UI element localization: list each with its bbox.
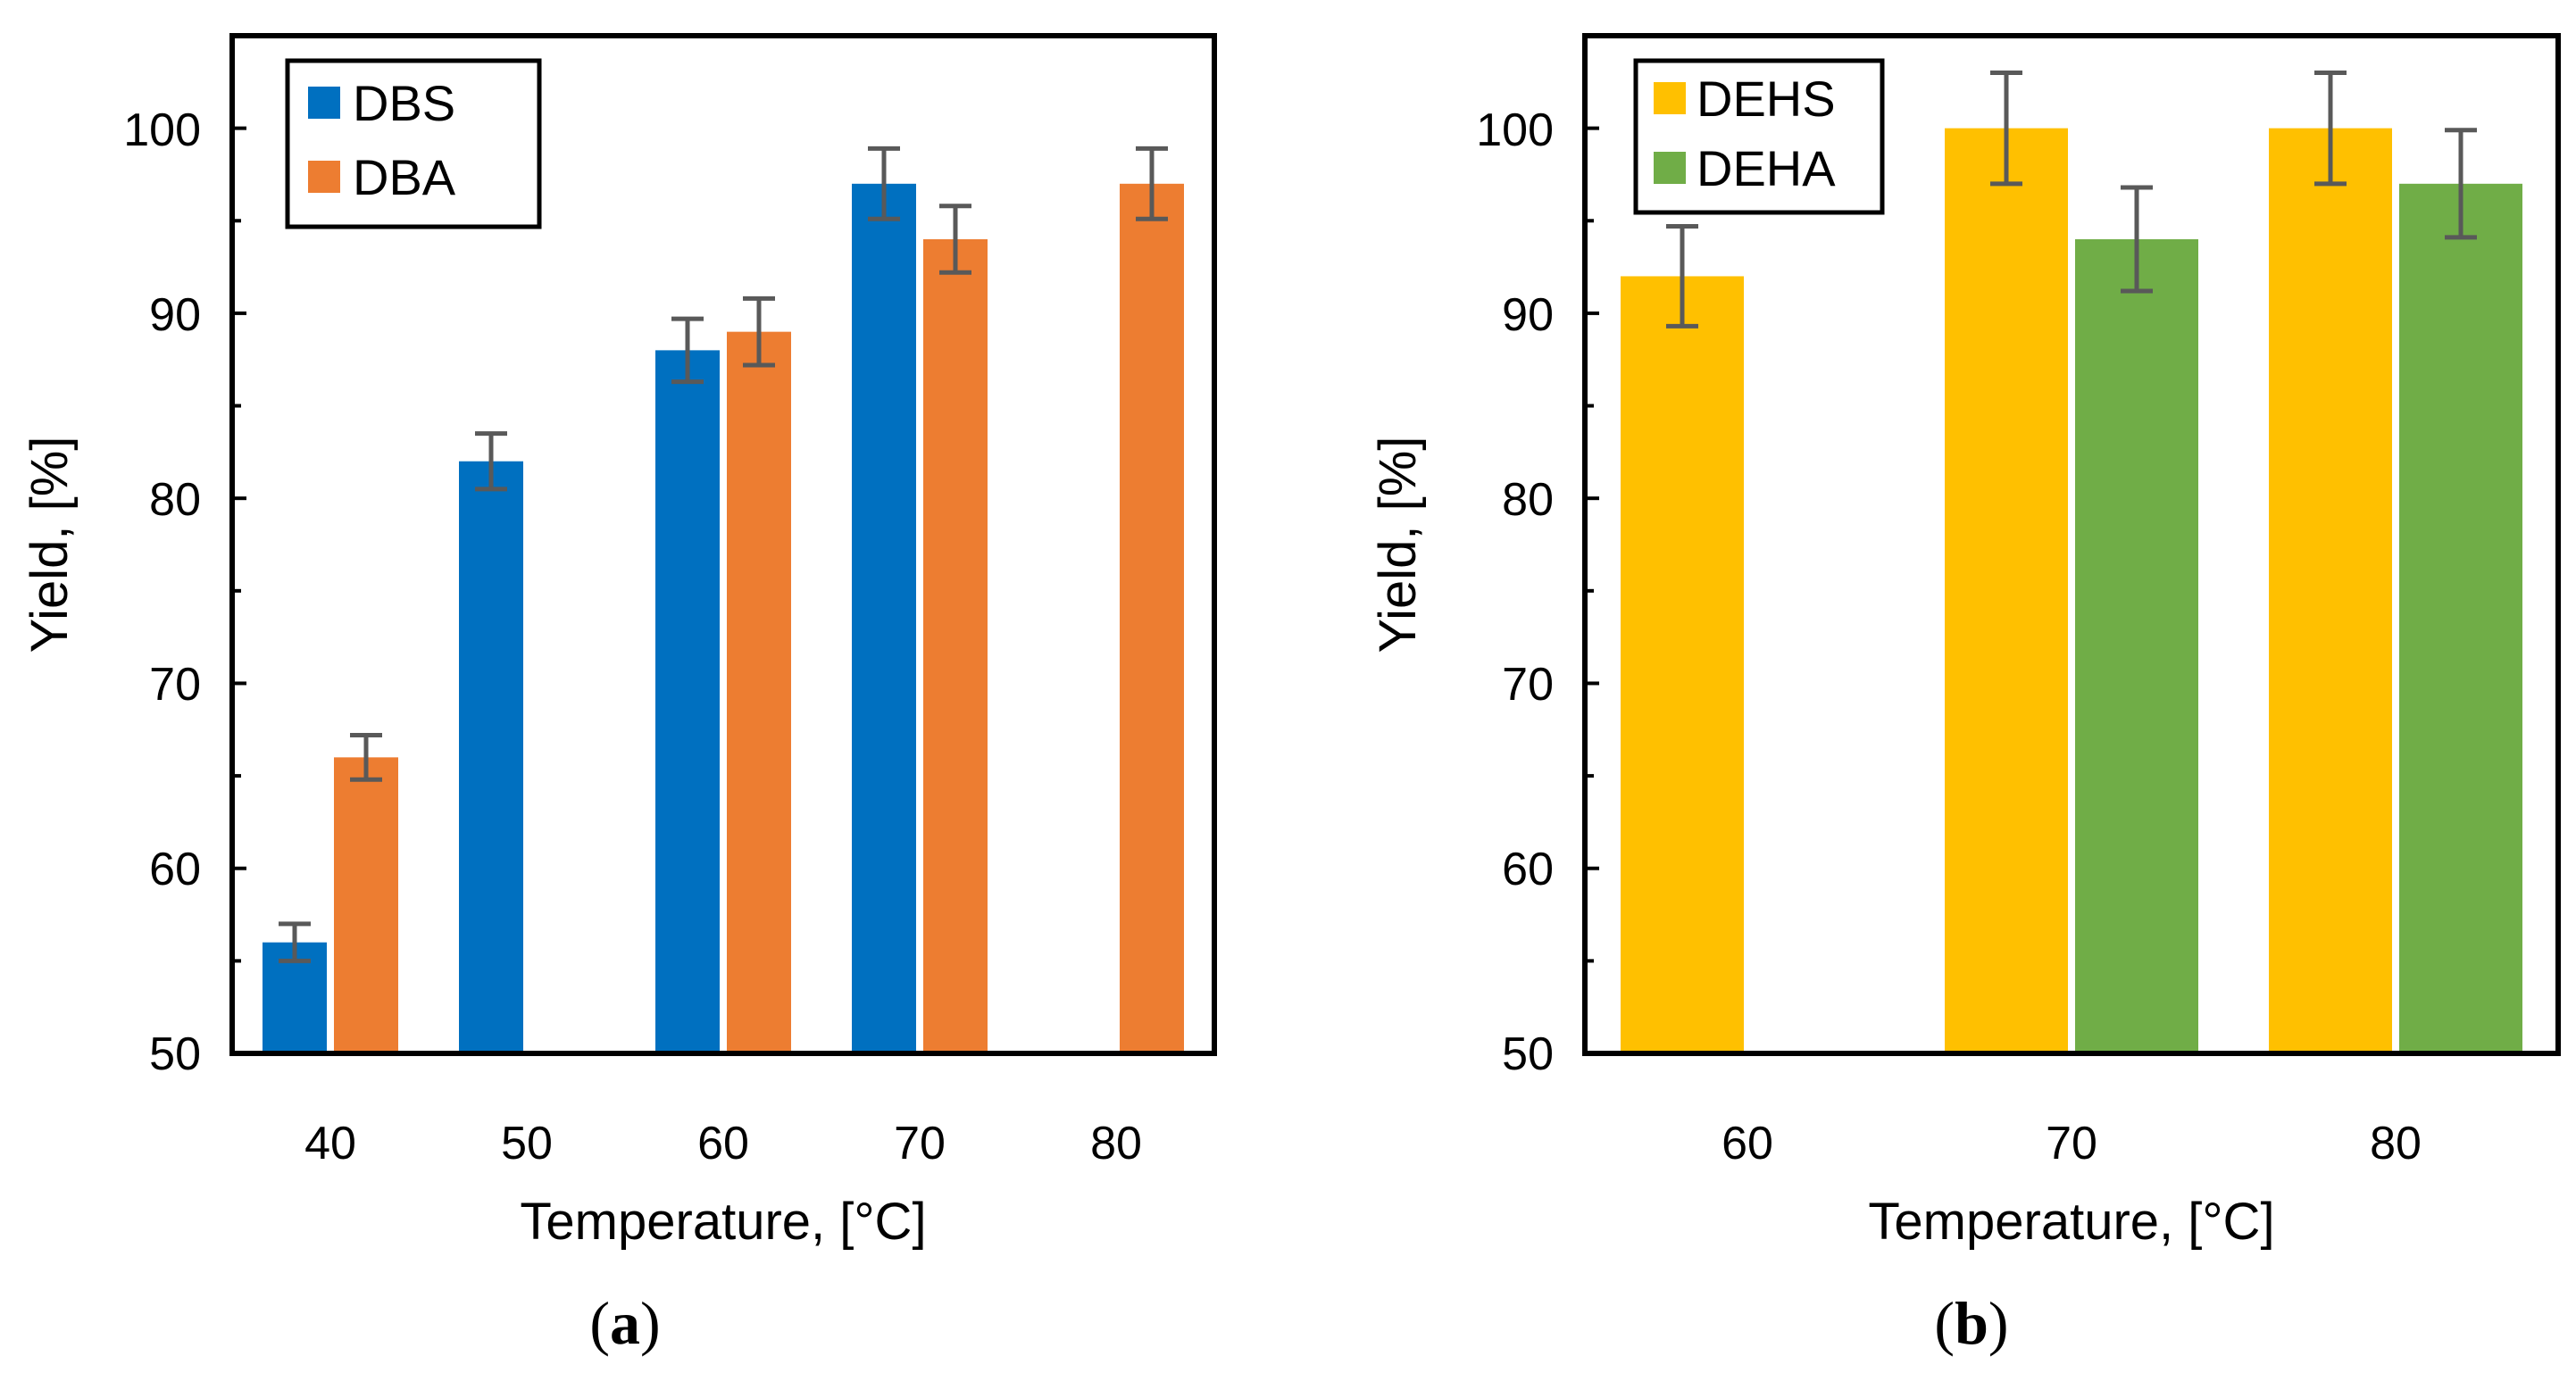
panel-b-legend-swatch-deha xyxy=(1654,152,1686,184)
bar-dehs-60 xyxy=(1621,276,1744,1053)
panel-a-ytick-label-80: 80 xyxy=(149,474,201,526)
error-bar-dba-60 xyxy=(743,295,775,368)
bar-dba-60 xyxy=(727,331,791,1053)
panel-b-x-axis-title: Temperature, [°C] xyxy=(1868,1193,2274,1251)
panel-b-legend: DEHS DEHA xyxy=(1633,58,1885,215)
panel-a-ytick-label-70: 70 xyxy=(149,659,201,711)
panel-a-label-close-paren: ) xyxy=(640,1289,661,1357)
panel-a-error-bars xyxy=(279,146,1168,963)
error-bar-deha-80 xyxy=(2445,128,2477,240)
panel-a-ytick-label-50: 50 xyxy=(149,1028,201,1080)
panel-b-chart: 50 60 70 80 90 100 60 70 80 Temperature,… xyxy=(1369,33,2561,1357)
error-bar-dbs-60 xyxy=(671,316,704,385)
panel-a-label-letter: a xyxy=(610,1289,640,1357)
panel-a-xtick-label-60: 60 xyxy=(697,1118,749,1169)
panel-a-plot-frame xyxy=(229,33,1217,1056)
panel-a-y-axis-title: Yield, [%] xyxy=(21,437,79,653)
panel-b-ytick-label-50: 50 xyxy=(1502,1028,1554,1080)
bar-deha-80 xyxy=(2399,183,2522,1053)
panel-b-xtick-label-60: 60 xyxy=(1722,1118,1773,1169)
panel-b-y-axis-title: Yield, [%] xyxy=(1369,437,1427,653)
bar-dehs-70 xyxy=(1945,128,2068,1054)
panel-b-label: (b) xyxy=(1934,1289,2008,1357)
panel-b-legend-swatch-dehs xyxy=(1654,82,1686,114)
panel-b-bars xyxy=(1621,128,2522,1054)
panel-a-label-open-paren: ( xyxy=(589,1289,610,1357)
panel-b-ytick-label-100: 100 xyxy=(1476,104,1554,156)
bar-dehs-80 xyxy=(2269,128,2392,1054)
panel-b-legend-label-dehs: DEHS xyxy=(1696,71,1836,127)
bar-dbs-70 xyxy=(852,183,916,1053)
panel-b-label-close-paren: ) xyxy=(1988,1289,2009,1357)
bar-dba-70 xyxy=(923,239,988,1053)
panel-a-xtick-label-40: 40 xyxy=(304,1118,356,1169)
panel-b-ytick-label-70: 70 xyxy=(1502,659,1554,711)
bar-dbs-60 xyxy=(655,350,720,1053)
bar-deha-70 xyxy=(2075,239,2198,1053)
panel-a-x-axis-title: Temperature, [°C] xyxy=(520,1193,926,1251)
bar-dba-40 xyxy=(334,757,398,1053)
panel-a-legend: DBS DBA xyxy=(285,58,542,229)
panel-b-y-ticks xyxy=(1585,34,1599,963)
error-bar-dbs-70 xyxy=(868,146,900,221)
panel-a-xtick-label-50: 50 xyxy=(501,1118,553,1169)
panel-b-label-open-paren: ( xyxy=(1934,1289,1955,1357)
panel-a-bars xyxy=(263,183,1184,1053)
error-bar-dba-40 xyxy=(350,732,382,782)
panel-a-label: (a) xyxy=(589,1289,660,1357)
panel-a-legend-swatch-dba xyxy=(308,161,340,193)
panel-a-y-ticks xyxy=(232,34,246,963)
panel-b-ytick-label-90: 90 xyxy=(1502,289,1554,341)
panel-b-plot-frame xyxy=(1582,33,2561,1056)
panel-a-ytick-label-100: 100 xyxy=(123,104,201,156)
panel-a-chart: 50 60 70 80 90 100 40 50 60 70 80 Temper… xyxy=(21,33,1217,1357)
panel-a-xtick-label-70: 70 xyxy=(894,1118,946,1169)
bar-dbs-50 xyxy=(459,461,523,1053)
panel-a-ytick-label-90: 90 xyxy=(149,289,201,341)
panel-a-xtick-label-80: 80 xyxy=(1090,1118,1142,1169)
panel-b-xtick-label-80: 80 xyxy=(2370,1118,2422,1169)
panel-a-ytick-label-60: 60 xyxy=(149,844,201,895)
bar-dba-80 xyxy=(1120,183,1184,1053)
panel-b-ytick-label-80: 80 xyxy=(1502,474,1554,526)
error-bar-dehs-70 xyxy=(1990,70,2022,187)
error-bar-dba-80 xyxy=(1136,146,1168,221)
panel-a-legend-label-dbs: DBS xyxy=(353,75,455,131)
error-bar-deha-70 xyxy=(2121,185,2153,294)
panel-a-legend-label-dba: DBA xyxy=(353,149,456,205)
error-bar-dbs-50 xyxy=(475,431,507,492)
panel-b-ytick-label-60: 60 xyxy=(1502,844,1554,895)
panel-b-label-letter: b xyxy=(1955,1289,1988,1357)
panel-b-xtick-label-70: 70 xyxy=(2046,1118,2097,1169)
error-bar-dehs-80 xyxy=(2314,70,2347,187)
error-bar-dehs-60 xyxy=(1666,223,1698,329)
panel-a-legend-swatch-dbs xyxy=(308,87,340,119)
error-bar-dba-70 xyxy=(939,204,971,275)
panel-b-error-bars xyxy=(1666,70,2477,329)
error-bar-dbs-40 xyxy=(279,921,311,963)
panel-b-legend-label-deha: DEHA xyxy=(1696,140,1836,196)
